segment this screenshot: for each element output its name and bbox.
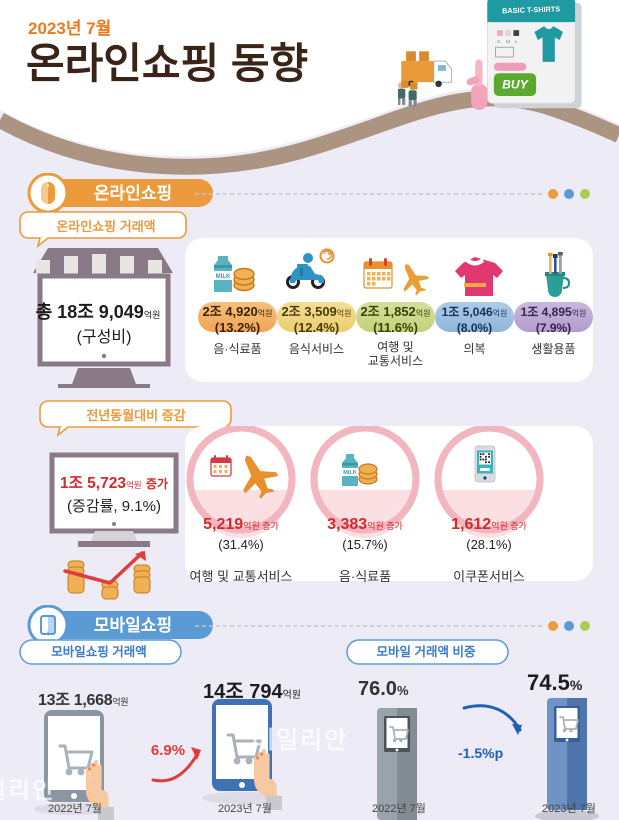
svg-text:L: L — [515, 39, 518, 45]
svg-text:MILK: MILK — [343, 470, 356, 476]
svg-text:온라인쇼핑 거래액: 온라인쇼핑 거래액 — [56, 219, 155, 234]
svg-text:모바일쇼핑 거래액: 모바일쇼핑 거래액 — [51, 644, 146, 659]
svg-text:(31.4%): (31.4%) — [218, 537, 264, 552]
svg-text:(증감률, 9.1%): (증감률, 9.1%) — [67, 498, 161, 515]
svg-text:모바일쇼핑: 모바일쇼핑 — [94, 616, 172, 635]
svg-text:전년동월대비 증감: 전년동월대비 증감 — [86, 408, 185, 423]
svg-text:1조 5,723억원 증가: 1조 5,723억원 증가 — [60, 475, 168, 492]
svg-text:총 18조 9,049억원: 총 18조 9,049억원 — [36, 302, 161, 322]
svg-text:6.9%: 6.9% — [151, 742, 185, 759]
svg-text:MILK: MILK — [216, 274, 231, 280]
svg-text:BUY: BUY — [502, 78, 530, 92]
svg-text:모바일 거래액 비중: 모바일 거래액 비중 — [377, 644, 476, 659]
svg-text:M: M — [506, 39, 510, 45]
svg-text:(구성비): (구성비) — [77, 328, 132, 346]
svg-text:온라인쇼핑: 온라인쇼핑 — [94, 184, 172, 203]
svg-text:(28.1%): (28.1%) — [466, 537, 512, 552]
svg-text:(15.7%): (15.7%) — [342, 537, 388, 552]
